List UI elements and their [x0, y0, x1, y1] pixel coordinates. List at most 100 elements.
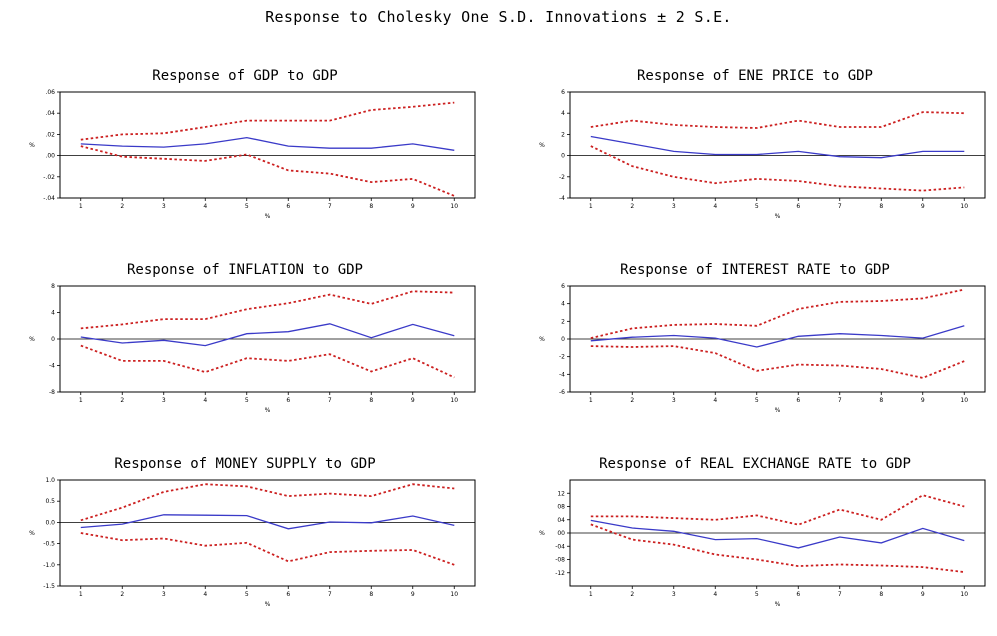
response-line [590, 325, 965, 348]
x-tick-label: 5 [245, 591, 249, 598]
confidence-band-line [80, 532, 455, 566]
chart-svg: 8 4 0 -4 -8 1 2 3 4 5 6 7 8 9 10%% [29, 283, 476, 414]
y-tick-label: -.02 [43, 174, 55, 181]
response-line [590, 135, 965, 159]
y-tick-label: -0.5 [43, 541, 55, 548]
y-tick-label: -12 [555, 570, 565, 577]
response-line [590, 519, 965, 549]
y-tick-label: 08 [557, 504, 565, 511]
x-tick-label: 1 [589, 203, 593, 210]
chart-panel-inflation: Response of INFLATION to GDP 8 4 0 -4 -8 1 2 3 4… [10, 262, 480, 442]
y-axis-label: % [29, 336, 35, 343]
x-tick-label: 3 [162, 203, 166, 210]
y-tick-label: .06 [45, 89, 55, 96]
x-axis-label: % [775, 213, 781, 220]
x-tick-label: 2 [630, 203, 634, 210]
x-tick-label: 9 [921, 591, 925, 598]
confidence-band-line [80, 344, 455, 379]
chart-panel-real-exchange-rate: Response of REAL EXCHANGE RATE to GDP 1 2… [520, 456, 990, 636]
x-tick-label: 8 [369, 203, 373, 210]
chart-title: Response of GDP to GDP [152, 68, 338, 84]
chart-svg: .06 .04 .02 .00 -.02 -.04 1 2 3 4 5 6 7 8 9 10%% [29, 89, 476, 220]
chart-title: Response of REAL EXCHANGE RATE to GDP [599, 456, 911, 472]
y-tick-label: 6 [561, 89, 565, 96]
x-tick-label: 3 [162, 397, 166, 404]
confidence-band-line [80, 483, 455, 522]
y-tick-label: -6 [559, 389, 565, 396]
chart-panel-ene-price: Response of ENE PRICE to GDP 6 4 2 0 -2 -4 1 2 3… [520, 68, 990, 248]
x-tick-label: 1 [79, 397, 83, 404]
y-axis-label: % [539, 142, 545, 149]
x-tick-label: 4 [203, 397, 207, 404]
x-tick-label: 4 [203, 203, 207, 210]
chart-svg: 6 4 2 0 -2 -4 1 2 3 4 5 6 7 8 9 10%% [539, 89, 986, 220]
x-tick-label: 1 [589, 397, 593, 404]
x-tick-label: 9 [921, 397, 925, 404]
x-tick-label: 4 [713, 203, 717, 210]
y-axis-label: % [29, 142, 35, 149]
chart-panel-money-supply: Response of MONEY SUPPLY to GDP 1.0 0.5 0.… [10, 456, 480, 636]
y-tick-label: 2 [561, 318, 565, 325]
x-tick-label: 2 [630, 591, 634, 598]
y-axis-label: % [539, 336, 545, 343]
y-tick-label: -1.5 [43, 583, 55, 590]
x-tick-label: 1 [79, 591, 83, 598]
x-tick-label: 3 [672, 397, 676, 404]
x-tick-label: 10 [450, 397, 458, 404]
x-tick-label: 1 [589, 591, 593, 598]
x-tick-label: 10 [960, 591, 968, 598]
y-tick-label: -2 [559, 354, 565, 361]
confidence-band-line [80, 145, 455, 197]
x-tick-label: 7 [838, 591, 842, 598]
y-tick-label: 2 [561, 131, 565, 138]
y-tick-label: 0.5 [45, 498, 55, 505]
y-tick-label: 0.0 [45, 519, 55, 526]
x-tick-label: 8 [879, 203, 883, 210]
y-tick-label: -4 [559, 195, 565, 202]
y-tick-label: 1.0 [45, 477, 55, 484]
x-tick-label: 4 [713, 591, 717, 598]
x-tick-label: 1 [79, 203, 83, 210]
chart-panel-gdp: Response of GDP to GDP .06 .04 .02 .00 -.02 -… [10, 68, 480, 248]
x-tick-label: 6 [286, 397, 290, 404]
chart-title: Response of INTEREST RATE to GDP [620, 262, 890, 278]
x-tick-label: 10 [450, 591, 458, 598]
x-tick-label: 9 [411, 397, 415, 404]
x-tick-label: 6 [796, 397, 800, 404]
y-tick-label: 0 [51, 336, 55, 343]
y-tick-label: 4 [561, 110, 565, 117]
plot-frame [59, 479, 476, 587]
y-tick-label: .00 [45, 153, 55, 160]
x-tick-label: 5 [245, 397, 249, 404]
confidence-band-line [590, 288, 965, 339]
x-tick-label: 6 [796, 203, 800, 210]
x-tick-label: 9 [921, 203, 925, 210]
y-axis-label: % [539, 530, 545, 537]
x-tick-label: 6 [286, 203, 290, 210]
x-tick-label: 7 [838, 203, 842, 210]
x-tick-label: 2 [120, 397, 124, 404]
response-line [80, 514, 455, 530]
x-axis-label: % [775, 407, 781, 414]
x-tick-label: 7 [328, 203, 332, 210]
confidence-band-line [590, 345, 965, 379]
y-tick-label: 00 [557, 530, 565, 537]
x-tick-label: 10 [450, 203, 458, 210]
y-tick-label: 4 [51, 310, 55, 317]
y-tick-label: -.04 [43, 195, 55, 202]
confidence-band-line [80, 290, 455, 330]
x-tick-label: 7 [838, 397, 842, 404]
y-tick-label: 0 [561, 153, 565, 160]
x-axis-label: % [775, 601, 781, 608]
x-tick-label: 5 [755, 397, 759, 404]
x-tick-label: 2 [120, 203, 124, 210]
y-tick-label: .04 [45, 110, 55, 117]
x-axis-label: % [265, 601, 271, 608]
plot-frame [59, 91, 476, 199]
response-line [80, 136, 455, 151]
x-tick-label: 5 [755, 591, 759, 598]
confidence-band-line [590, 494, 965, 526]
y-tick-label: .02 [45, 131, 55, 138]
y-tick-label: -4 [559, 371, 565, 378]
x-tick-label: 6 [286, 591, 290, 598]
